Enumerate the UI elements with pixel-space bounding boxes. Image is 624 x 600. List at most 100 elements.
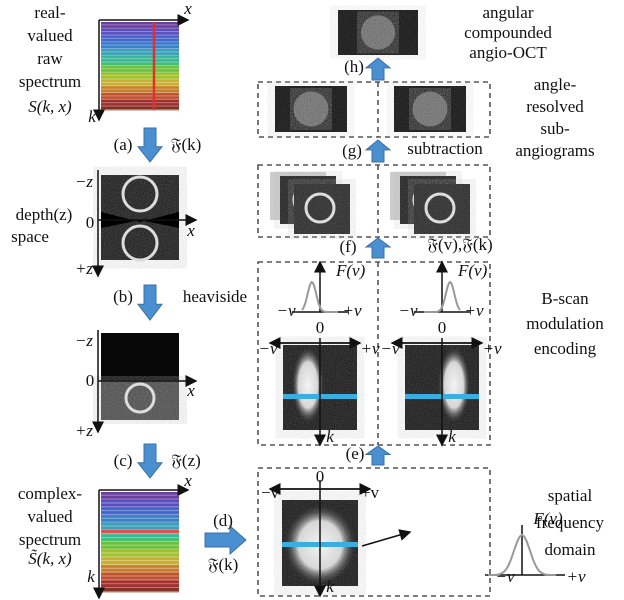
label: k [88, 107, 96, 126]
spectrum-stripe [101, 506, 179, 507]
label: x [183, 471, 192, 490]
spectrum-stripe [101, 102, 179, 103]
label: depth(z) [16, 205, 73, 224]
spectrum-stripe [101, 72, 179, 73]
flow-arrow [366, 446, 390, 465]
spectrum-stripe [101, 541, 179, 542]
spectrum-stripe [101, 35, 179, 36]
label: 𝔉(k) [171, 135, 202, 154]
label: −v [495, 567, 514, 586]
spectrum-stripe [101, 99, 179, 100]
label: complex- [18, 484, 83, 503]
label: S̃(k, x) [28, 549, 72, 568]
label: sub- [540, 119, 570, 138]
spectrum-stripe [101, 502, 179, 503]
spectrum-stripe [101, 38, 179, 39]
label: −v [276, 301, 295, 320]
spectrum-stripe [101, 495, 179, 496]
spectrum-stripe [101, 89, 179, 90]
label: (b) [113, 287, 133, 306]
spectrum-stripe [101, 41, 179, 42]
label: +v [482, 339, 501, 358]
label: compounded [464, 23, 552, 42]
label: B-scan [541, 289, 589, 308]
label: −v [380, 339, 399, 358]
label: k [87, 567, 95, 586]
label: +v [360, 339, 379, 358]
label: 0 [316, 467, 325, 486]
label: frequency [536, 513, 604, 532]
spectrum-stripe [101, 62, 179, 63]
spectrum-stripe [101, 55, 179, 56]
label: (c) [114, 451, 133, 470]
flow-arrow [366, 238, 390, 258]
label: encoding [534, 339, 597, 358]
spectrum-stripe [101, 575, 179, 576]
flow-arrow [205, 526, 246, 554]
spectrum-stripe [101, 556, 179, 557]
label: angular [483, 3, 534, 22]
spectrum-stripe [101, 510, 179, 511]
label: −z [75, 172, 93, 191]
label: 𝔉(z) [171, 451, 201, 470]
layout [98, 10, 565, 598]
spectrum-stripe [101, 572, 179, 573]
label: 𝔉(v),𝔉(k) [427, 235, 492, 254]
spectrum-stripe [101, 587, 179, 588]
label: S(k, x) [28, 97, 72, 116]
spectrum-stripe [101, 560, 179, 561]
spectrum-stripe [101, 591, 179, 592]
spectrum-stripe [101, 65, 179, 66]
spectrum-stripe [101, 58, 179, 59]
speckle [101, 380, 179, 420]
spectrum-stripe [101, 75, 179, 76]
spectrum-stripe [101, 537, 179, 538]
diagram: real-valuedrawspectrumS(k, x)xk(a)𝔉(k)−z… [0, 0, 624, 600]
flow-arrow [138, 285, 162, 320]
spectrum-stripe [101, 24, 179, 25]
spectrum-stripe [101, 579, 179, 580]
label: k [448, 427, 456, 446]
label: valued [27, 507, 73, 526]
spectrum-stripe [101, 552, 179, 553]
spectrum-stripe [101, 522, 179, 523]
label: +z [75, 259, 93, 278]
flow-arrow [366, 140, 390, 162]
label: (d) [213, 511, 233, 530]
label: x [186, 381, 195, 400]
spectrum-stripe [101, 514, 179, 515]
label: (g) [342, 141, 362, 160]
spectrum-stripe [101, 583, 179, 584]
flow-arrow [138, 128, 162, 162]
label: subtraction [407, 139, 483, 158]
spectrum-stripe [101, 48, 179, 49]
speckle [294, 184, 350, 234]
label: angiograms [515, 141, 594, 160]
label: 0 [86, 213, 95, 232]
label: real- [34, 3, 65, 22]
spectrum-stripe [101, 28, 179, 29]
spectrum-stripe [101, 545, 179, 546]
speckle [414, 184, 470, 234]
spectrum-stripe [101, 45, 179, 46]
label: −v [261, 483, 280, 502]
label: +v [342, 301, 361, 320]
spectrum-stripe [101, 92, 179, 93]
label: +v [361, 483, 380, 502]
label: (f) [340, 237, 357, 256]
flow-arrow [366, 58, 390, 80]
label: spectrum [19, 72, 81, 91]
spectrum-stripe [101, 106, 179, 107]
label: x [186, 221, 195, 240]
label: −v [258, 339, 277, 358]
label: 𝔉(k) [208, 555, 239, 574]
label: 0 [86, 371, 95, 390]
spectrum-stripe [101, 85, 179, 86]
label: −v [398, 301, 417, 320]
spectrum-stripe [101, 568, 179, 569]
label: +v [464, 301, 483, 320]
spectrum-stripe [101, 549, 179, 550]
label: spectrum [19, 530, 81, 549]
flow-arrow [138, 444, 162, 478]
spectrum-stripe [101, 95, 179, 96]
